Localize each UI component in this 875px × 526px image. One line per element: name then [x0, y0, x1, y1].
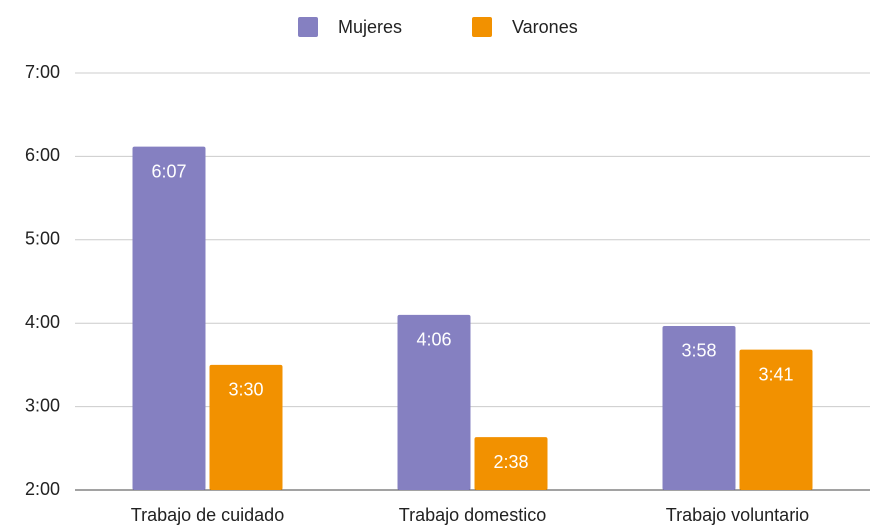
value-label: 3:58 [681, 341, 716, 361]
value-label: 3:41 [758, 364, 793, 384]
y-tick-label: 2:00 [25, 479, 60, 499]
legend-swatch [472, 17, 492, 37]
value-label: 4:06 [416, 330, 451, 350]
bar [132, 146, 206, 491]
y-tick-label: 6:00 [25, 145, 60, 165]
value-label: 3:30 [228, 380, 263, 400]
y-tick-label: 4:00 [25, 312, 60, 332]
x-tick-label: Trabajo de cuidado [131, 505, 284, 525]
legend-label: Mujeres [338, 17, 402, 37]
bar [662, 325, 736, 490]
x-tick-label: Trabajo voluntario [666, 505, 809, 525]
value-label: 6:07 [151, 161, 186, 181]
bar [474, 437, 548, 490]
bar [739, 349, 813, 490]
y-tick-label: 5:00 [25, 229, 60, 249]
legend-swatch [298, 17, 318, 37]
x-tick-label: Trabajo domestico [399, 505, 546, 525]
value-label: 2:38 [493, 452, 528, 472]
y-tick-label: 7:00 [25, 62, 60, 82]
legend-label: Varones [512, 17, 578, 37]
y-tick-label: 3:00 [25, 395, 60, 415]
bar [209, 364, 283, 490]
bar [397, 314, 471, 490]
